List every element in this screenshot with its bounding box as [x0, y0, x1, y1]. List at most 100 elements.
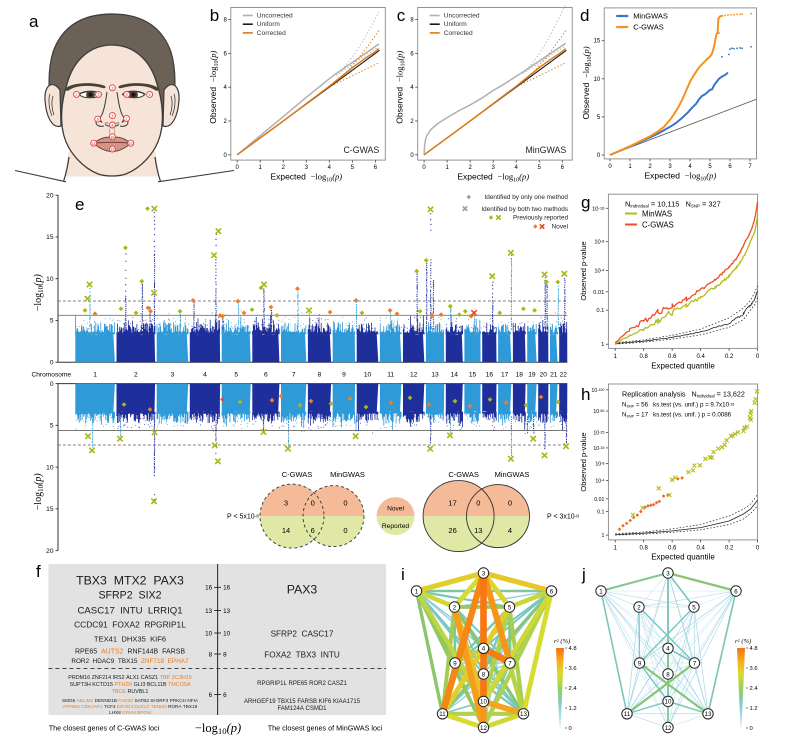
svg-text:1: 1: [614, 545, 618, 551]
svg-text:0.6: 0.6: [668, 545, 677, 551]
svg-text:15: 15: [469, 371, 477, 378]
svg-text:C-GWAS: C-GWAS: [282, 470, 313, 479]
svg-text:4: 4: [203, 371, 207, 378]
svg-text:Expected quantile: Expected quantile: [651, 362, 715, 371]
svg-text:2: 2: [410, 119, 414, 125]
svg-text:13: 13: [431, 371, 439, 378]
svg-text:1.2: 1.2: [750, 706, 758, 712]
svg-text:3: 3: [666, 570, 670, 577]
svg-text:10-8: 10-8: [595, 461, 604, 467]
svg-text:0: 0: [508, 499, 512, 508]
svg-text:10: 10: [594, 77, 601, 83]
svg-text:Uniform: Uniform: [257, 21, 281, 28]
svg-text:MinGWAS: MinGWAS: [330, 470, 365, 479]
svg-text:10: 10: [205, 630, 213, 637]
svg-text:8: 8: [111, 124, 113, 128]
svg-text:8: 8: [318, 371, 322, 378]
svg-text:P < 5x10-8: P < 5x10-8: [227, 513, 259, 521]
svg-text:SUPT3H KCTD15 PTH2R GLI3 BCL11: SUPT3H KCTD15 PTH2R GLI3 BCL11B TMCO5A: [70, 682, 191, 688]
svg-text:6: 6: [223, 51, 227, 57]
svg-text:7: 7: [126, 117, 128, 121]
svg-text:The closest genes of MinGWAS l: The closest genes of MinGWAS loci: [268, 724, 383, 733]
svg-text:10-50: 10-50: [593, 409, 604, 415]
svg-text:9: 9: [453, 660, 457, 667]
svg-text:FOXA2 TBX3 INTU: FOXA2 TBX3 INTU: [264, 651, 340, 660]
svg-text:Novel: Novel: [552, 224, 568, 231]
svg-text:7: 7: [508, 660, 512, 667]
svg-text:2: 2: [637, 604, 641, 611]
svg-text:10: 10: [480, 699, 487, 706]
svg-text:C-GWAS: C-GWAS: [642, 221, 674, 230]
svg-text:Reported: Reported: [382, 523, 409, 530]
svg-text:0: 0: [756, 545, 760, 551]
svg-text:2: 2: [223, 119, 227, 125]
svg-text:10-15: 10-15: [593, 446, 604, 452]
svg-text:20: 20: [46, 548, 54, 555]
svg-text:21: 21: [550, 371, 558, 378]
svg-text:5: 5: [597, 115, 601, 121]
svg-text:4: 4: [410, 85, 414, 91]
svg-text:Expected −log10(p): Expected −log10(p): [457, 172, 529, 184]
svg-text:0.8: 0.8: [640, 354, 649, 360]
svg-text:LHX8 GRHH BPGM: LHX8 GRHH BPGM: [109, 710, 151, 715]
svg-text:i: i: [401, 565, 405, 584]
svg-text:26: 26: [448, 526, 456, 535]
svg-text:4.8: 4.8: [569, 646, 577, 652]
svg-text:3: 3: [482, 570, 486, 577]
svg-text:0: 0: [236, 165, 240, 171]
svg-text:Expected −log10(p): Expected −log10(p): [645, 170, 717, 182]
svg-text:Expected −log10(p): Expected −log10(p): [270, 172, 342, 184]
svg-text:6: 6: [410, 51, 414, 57]
svg-text:Chromosome: Chromosome: [32, 371, 72, 378]
svg-text:Observed p-value: Observed p-value: [579, 432, 588, 491]
svg-text:22: 22: [560, 371, 568, 378]
svg-text:13: 13: [205, 608, 213, 615]
svg-text:12: 12: [665, 725, 672, 732]
svg-text:19: 19: [528, 371, 536, 378]
svg-text:0.6: 0.6: [668, 354, 677, 360]
svg-text:0: 0: [50, 381, 54, 388]
svg-text:2.4: 2.4: [750, 686, 759, 692]
svg-text:2: 2: [134, 371, 138, 378]
svg-text:11: 11: [387, 371, 394, 378]
svg-text:2: 2: [468, 165, 472, 171]
svg-text:TBX3 MTX2 PAX3: TBX3 MTX2 PAX3: [76, 574, 184, 588]
svg-text:Replication analysis Nindivi: Replication analysis Nindividual = 13,62…: [622, 390, 745, 399]
svg-text:d: d: [580, 6, 589, 25]
svg-text:8: 8: [482, 671, 486, 678]
svg-text:1: 1: [415, 588, 419, 595]
svg-text:4: 4: [111, 114, 113, 118]
svg-text:0.4: 0.4: [696, 354, 705, 360]
svg-text:FAM124A CSMD1: FAM124A CSMD1: [277, 706, 327, 712]
svg-text:20: 20: [46, 192, 54, 199]
svg-text:7: 7: [292, 371, 296, 378]
svg-text:13: 13: [474, 526, 482, 535]
svg-text:5: 5: [708, 164, 712, 170]
svg-text:SFRP2 CASC17: SFRP2 CASC17: [271, 630, 334, 639]
svg-text:3: 3: [171, 371, 175, 378]
svg-text:2: 2: [282, 165, 286, 171]
svg-text:16: 16: [223, 585, 231, 592]
svg-text:j: j: [581, 565, 586, 584]
svg-text:5: 5: [50, 318, 54, 325]
svg-text:CASC17 INTU LRRIQ1: CASC17 INTU LRRIQ1: [77, 606, 182, 617]
svg-text:5: 5: [351, 165, 355, 171]
svg-text:11: 11: [624, 711, 631, 718]
svg-text:8: 8: [209, 651, 213, 658]
svg-text:ATP6B4 CDK2AP1 TCF4 EIF4G3 DLE: ATP6B4 CDK2AP1 TCF4 EIF4G3 DLEU7 TENM3 R…: [63, 704, 198, 709]
svg-text:6: 6: [561, 165, 565, 171]
svg-text:C-GWAS: C-GWAS: [448, 470, 479, 479]
svg-text:10-4: 10-4: [595, 478, 604, 484]
svg-text:2: 2: [453, 604, 457, 611]
svg-text:6: 6: [374, 165, 378, 171]
svg-text:PRDM16 ZNF214 IRS2 ALX1 CASZ1: PRDM16 ZNF214 IRS2 ALX1 CASZ1 TBP ZC3H15: [68, 675, 191, 681]
svg-text:MinWAS: MinWAS: [642, 210, 672, 219]
svg-text:10-4: 10-4: [594, 267, 605, 274]
svg-text:0: 0: [476, 499, 480, 508]
svg-text:C-GWAS: C-GWAS: [633, 23, 664, 32]
svg-text:ARHGEF19 TBX15 FARSB KIF6 KIAA: ARHGEF19 TBX15 FARSB KIF6 KIAA1715: [244, 699, 361, 705]
svg-text:Expected quantile: Expected quantile: [651, 553, 715, 562]
svg-text:12: 12: [410, 371, 418, 378]
svg-text:The closest genes of C-GWAS lo: The closest genes of C-GWAS loci: [49, 724, 160, 733]
svg-text:1.2: 1.2: [569, 706, 577, 712]
